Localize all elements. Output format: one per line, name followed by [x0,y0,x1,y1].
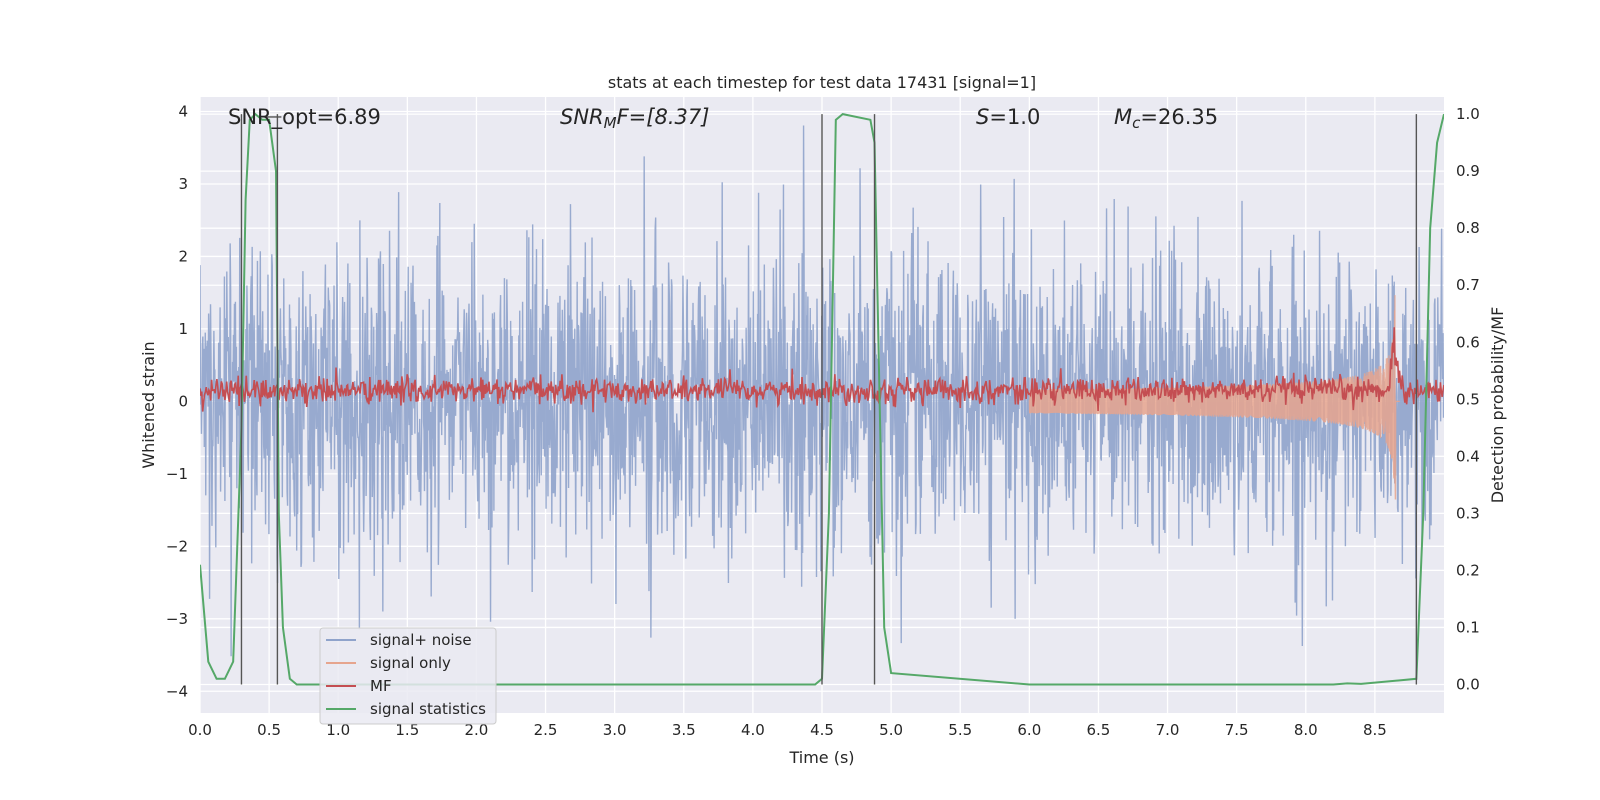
x-tick-label: 1.0 [326,721,350,739]
y-tick-label-left: −2 [166,537,188,555]
y-tick-label-right: 0.3 [1456,504,1480,522]
annotation-snr-mf: SNRMF=[8.37] [560,105,709,132]
y-tick-label-left: −1 [166,465,188,483]
y-tick-label-right: 0.1 [1456,618,1480,636]
legend-label-signal-statistics: signal statistics [370,700,486,718]
y-tick-label-right: 0.8 [1456,219,1480,237]
y-tick-label-right: 1.0 [1456,105,1480,123]
x-tick-label: 6.5 [1087,721,1111,739]
legend-label-mf: MF [370,677,392,695]
y-tick-label-left: −3 [166,610,188,628]
x-tick-label: 5.0 [879,721,903,739]
x-tick-label: 2.5 [534,721,558,739]
y-tick-label-right: 0.0 [1456,675,1480,693]
x-tick-label: 7.5 [1225,721,1249,739]
legend-box [319,627,497,725]
x-tick-label: 0.5 [257,721,281,739]
x-tick-label: 0.0 [188,721,212,739]
series-signal-statistics-line [200,112,1444,686]
x-tick-label: 7.0 [1156,721,1180,739]
y-tick-label-right: 0.5 [1456,390,1480,408]
y-axis-label-left: Whitened strain [139,341,158,468]
annotation-mc: Mc=26.35 [1114,105,1218,132]
y-tick-label-left: 0 [178,392,188,410]
x-tick-label: 4.5 [810,721,834,739]
annotation-mc-var: M [1114,105,1132,129]
x-tick-label: 8.5 [1363,721,1387,739]
legend-label-signal-noise: signal+ noise [370,631,472,649]
annotation-snr-opt: SNR_opt=6.89 [228,105,381,130]
annotation-mc-sub: c [1132,114,1141,132]
y-axis-label-right: Detection probability/MF [1488,307,1507,504]
x-tick-label: 8.0 [1294,721,1318,739]
y-tick-label-left: 4 [178,102,188,120]
y-tick-label-right: 0.7 [1456,276,1480,294]
x-axis-label: Time (s) [788,748,854,767]
annotation-s-var: S [976,105,989,129]
x-tick-label: 3.0 [603,721,627,739]
y-tick-label-left: 2 [178,247,188,265]
y-tick-label-right: 0.6 [1456,333,1480,351]
legend: signal+ noise signal only MF signal stat… [319,627,497,725]
annotation-s: S=1.0 [976,105,1040,129]
annotation-snr-mf-sub: M [604,114,617,132]
annotation-snr-mf-base: SNR [560,105,604,129]
x-tick-label: 2.0 [465,721,489,739]
y-tick-label-left: −4 [166,682,188,700]
tick-labels: 0.0 0.5 1.0 1.5 2.0 2.5 3.0 3.5 4.0 4.5 5.0 5.5 6.0 6… [166,102,1480,739]
x-tick-label: 5.5 [948,721,972,739]
legend-label-signal-only: signal only [370,654,451,672]
x-tick-label: 3.5 [672,721,696,739]
vertical-markers [240,114,1418,685]
y-tick-label-left: 3 [178,175,188,193]
x-tick-label: 1.5 [395,721,419,739]
y-tick-label-right: 0.9 [1456,162,1480,180]
annotation-mc-rest: =26.35 [1140,105,1218,129]
y-tick-label-right: 0.2 [1456,561,1480,579]
annotation-s-rest: =1.0 [989,105,1040,129]
x-tick-label: 4.0 [741,721,765,739]
chart-title: stats at each timestep for test data 174… [608,73,1036,92]
annotation-snr-mf-rest: F=[8.37] [617,105,710,129]
x-tick-label: 6.0 [1017,721,1041,739]
y-tick-label-right: 0.4 [1456,447,1480,465]
y-tick-label-left: 1 [178,320,188,338]
